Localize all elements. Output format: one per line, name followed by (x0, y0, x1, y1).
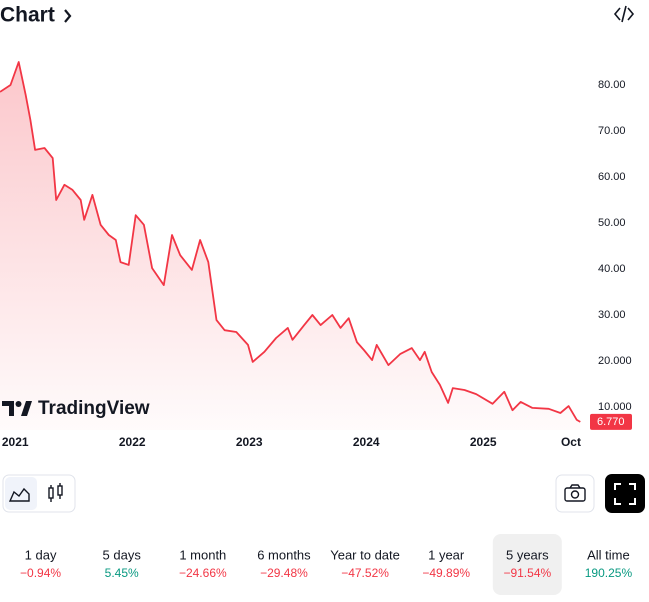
period-label: 5 days (103, 547, 142, 562)
period-label: 6 months (257, 547, 311, 562)
period-button[interactable]: Year to date −47.52% (330, 547, 400, 580)
period-button[interactable]: All time 190.25% (585, 547, 633, 580)
period-button[interactable]: 1 year −49.89% (422, 547, 470, 580)
screenshot-button[interactable] (555, 474, 595, 513)
y-tick-label: 50.00 (598, 217, 626, 229)
chart-type-group (2, 474, 76, 513)
area-icon (8, 487, 30, 502)
period-label: All time (587, 547, 630, 562)
x-tick-label: 2022 (119, 435, 146, 449)
y-tick-label: 40.00 (598, 263, 626, 275)
price-badge (590, 413, 632, 430)
period-button[interactable]: 1 month −24.66% (179, 547, 227, 580)
period-change: −24.66% (179, 566, 227, 580)
x-tick-label: 2021 (2, 435, 29, 449)
period-change: −49.89% (422, 566, 470, 580)
y-tick-label: 70.00 (598, 125, 626, 137)
period-button[interactable]: 1 day −0.94% (20, 547, 61, 580)
embed-icon[interactable] (613, 5, 635, 23)
period-label: 1 day (25, 547, 57, 562)
title: Chart (0, 4, 55, 27)
period-change: −0.94% (20, 566, 61, 580)
period-button[interactable]: 5 years −91.54% (503, 547, 551, 580)
x-tick-label: 2025 (470, 435, 497, 449)
logo-mark (2, 401, 14, 416)
logo-mark (21, 401, 32, 416)
watermark: TradingView (38, 398, 150, 419)
price-line (0, 61, 581, 423)
logo: TradingView (2, 398, 150, 419)
periods: 1 day −0.94% 5 days 5.45% 1 month −24.66% 6 mo… (20, 534, 632, 595)
period-button[interactable]: 6 months −29.48% (257, 547, 311, 580)
logo-mark (15, 401, 22, 407)
period-change: 190.25% (585, 566, 633, 580)
period-label: 1 month (179, 547, 226, 562)
period-label: 1 year (428, 547, 465, 562)
period-selected-bg (492, 534, 562, 595)
y-tick-label: 20.000 (598, 355, 632, 367)
period-button[interactable]: 5 days 5.45% (103, 547, 142, 580)
title-chevron[interactable] (64, 9, 72, 23)
x-tick-label: 2024 (353, 435, 380, 449)
plot-area: 10.000 20.000 30.00 40.00 50.00 60.00 70.00 80.… (0, 61, 632, 449)
period-change: −47.52% (341, 566, 389, 580)
period-change: 5.45% (105, 566, 139, 580)
period-change: −91.54% (503, 566, 551, 580)
period-label: Year to date (330, 547, 400, 562)
y-tick-label: 60.00 (598, 171, 626, 183)
period-label: 5 years (506, 547, 549, 562)
fullscreen-button[interactable] (605, 474, 645, 513)
y-tick-label: 10.000 (598, 401, 632, 413)
x-tick-label: 2023 (236, 435, 263, 449)
x-tick-label: Oct (561, 435, 581, 449)
candle-button[interactable] (48, 483, 63, 502)
period-change: −29.48% (260, 566, 308, 580)
area-fill (0, 62, 581, 430)
y-tick-label: 80.00 (598, 79, 626, 91)
price-badge-label: 6.770 (597, 416, 625, 428)
y-tick-label: 30.00 (598, 309, 626, 321)
